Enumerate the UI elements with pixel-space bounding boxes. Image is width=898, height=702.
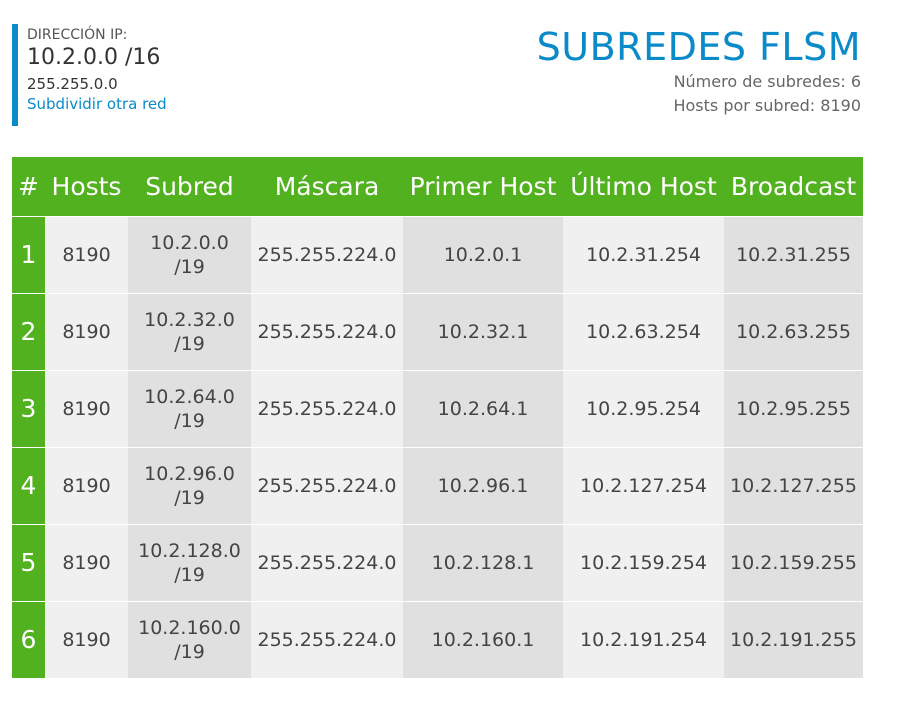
cell-subnet: 10.2.160.0/19 [128,601,251,679]
cell-subnet: 10.2.96.0/19 [128,447,251,525]
subnet-address: 10.2.128.0 [138,540,241,562]
cell-broadcast: 10.2.95.255 [724,370,863,448]
table-row: 4 8190 10.2.96.0/19 255.255.224.0 10.2.9… [12,447,863,525]
cell-broadcast: 10.2.191.255 [724,601,863,679]
row-number: 1 [12,216,45,294]
hosts-per-subnet-value: 8190 [820,96,861,115]
cell-last-host: 10.2.63.254 [563,293,724,371]
cell-last-host: 10.2.191.254 [563,601,724,679]
table-row: 5 8190 10.2.128.0/19 255.255.224.0 10.2.… [12,524,863,602]
subnet-prefix: /19 [174,256,205,278]
cell-subnet: 10.2.0.0/19 [128,216,251,294]
subnet-count-value: 6 [850,72,861,91]
cell-mask: 255.255.224.0 [251,601,403,679]
hosts-per-subnet-row: Hosts por subred: 8190 [537,94,861,118]
row-number: 4 [12,447,45,525]
table-row: 2 8190 10.2.32.0/19 255.255.224.0 10.2.3… [12,293,863,371]
subnet-prefix: /19 [174,641,205,663]
cell-hosts: 8190 [45,216,128,294]
cell-subnet: 10.2.64.0/19 [128,370,251,448]
cell-first-host: 10.2.0.1 [403,216,563,294]
cell-hosts: 8190 [45,370,128,448]
cell-broadcast: 10.2.63.255 [724,293,863,371]
cell-broadcast: 10.2.127.255 [724,447,863,525]
cell-mask: 255.255.224.0 [251,524,403,602]
cell-last-host: 10.2.31.254 [563,216,724,294]
col-header-subnet: Subred [128,157,251,217]
col-header-last-host: Último Host [563,157,724,217]
cell-first-host: 10.2.96.1 [403,447,563,525]
hosts-per-subnet-label: Hosts por subred: [673,96,816,115]
row-number: 5 [12,524,45,602]
cell-hosts: 8190 [45,293,128,371]
row-number: 2 [12,293,45,371]
cell-broadcast: 10.2.159.255 [724,524,863,602]
table-row: 6 8190 10.2.160.0/19 255.255.224.0 10.2.… [12,601,863,679]
page-title: SUBREDES FLSM [536,25,861,69]
subnet-prefix: /19 [174,487,205,509]
cell-first-host: 10.2.32.1 [403,293,563,371]
ip-info-panel: DIRECCIÓN IP: 10.2.0.0 /16 255.255.0.0 S… [12,24,232,126]
cell-hosts: 8190 [45,601,128,679]
cell-mask: 255.255.224.0 [251,447,403,525]
cell-first-host: 10.2.160.1 [403,601,563,679]
cell-mask: 255.255.224.0 [251,293,403,371]
cell-mask: 255.255.224.0 [251,370,403,448]
ip-mask: 255.255.0.0 [27,75,118,93]
subdivide-other-network-link[interactable]: Subdividir otra red [27,95,167,113]
subnet-prefix: /19 [174,410,205,432]
col-header-broadcast: Broadcast [724,157,863,217]
col-header-hosts: Hosts [45,157,128,217]
subnet-address: 10.2.64.0 [144,386,235,408]
cell-last-host: 10.2.159.254 [563,524,724,602]
row-number: 3 [12,370,45,448]
cell-subnet: 10.2.32.0/19 [128,293,251,371]
table-row: 1 8190 10.2.0.0/19 255.255.224.0 10.2.0.… [12,216,863,294]
cell-hosts: 8190 [45,447,128,525]
cell-last-host: 10.2.127.254 [563,447,724,525]
table-header-row: # Hosts Subred Máscara Primer Host Últim… [12,157,863,217]
col-header-number: # [12,157,45,217]
ip-value: 10.2.0.0 /16 [27,45,161,70]
cell-subnet: 10.2.128.0/19 [128,524,251,602]
subnet-address: 10.2.96.0 [144,463,235,485]
table-row: 3 8190 10.2.64.0/19 255.255.224.0 10.2.6… [12,370,863,448]
row-number: 6 [12,601,45,679]
cell-hosts: 8190 [45,524,128,602]
ip-label: DIRECCIÓN IP: [27,27,128,43]
cell-last-host: 10.2.95.254 [563,370,724,448]
subnet-count-row: Número de subredes: 6 [537,70,861,94]
cell-mask: 255.255.224.0 [251,216,403,294]
subnets-table: # Hosts Subred Máscara Primer Host Últim… [12,157,863,679]
subnet-prefix: /19 [174,333,205,355]
col-header-mask: Máscara [251,157,403,217]
cell-first-host: 10.2.64.1 [403,370,563,448]
subnets-table-container: # Hosts Subred Máscara Primer Host Últim… [12,157,863,679]
subnet-count-label: Número de subredes: [673,72,846,91]
subnet-address: 10.2.32.0 [144,309,235,331]
cell-broadcast: 10.2.31.255 [724,216,863,294]
subnet-address: 10.2.0.0 [150,232,229,254]
subnet-prefix: /19 [174,564,205,586]
cell-first-host: 10.2.128.1 [403,524,563,602]
title-panel: SUBREDES FLSM Número de subredes: 6 Host… [537,24,861,118]
col-header-first-host: Primer Host [403,157,563,217]
subnet-address: 10.2.160.0 [138,617,241,639]
